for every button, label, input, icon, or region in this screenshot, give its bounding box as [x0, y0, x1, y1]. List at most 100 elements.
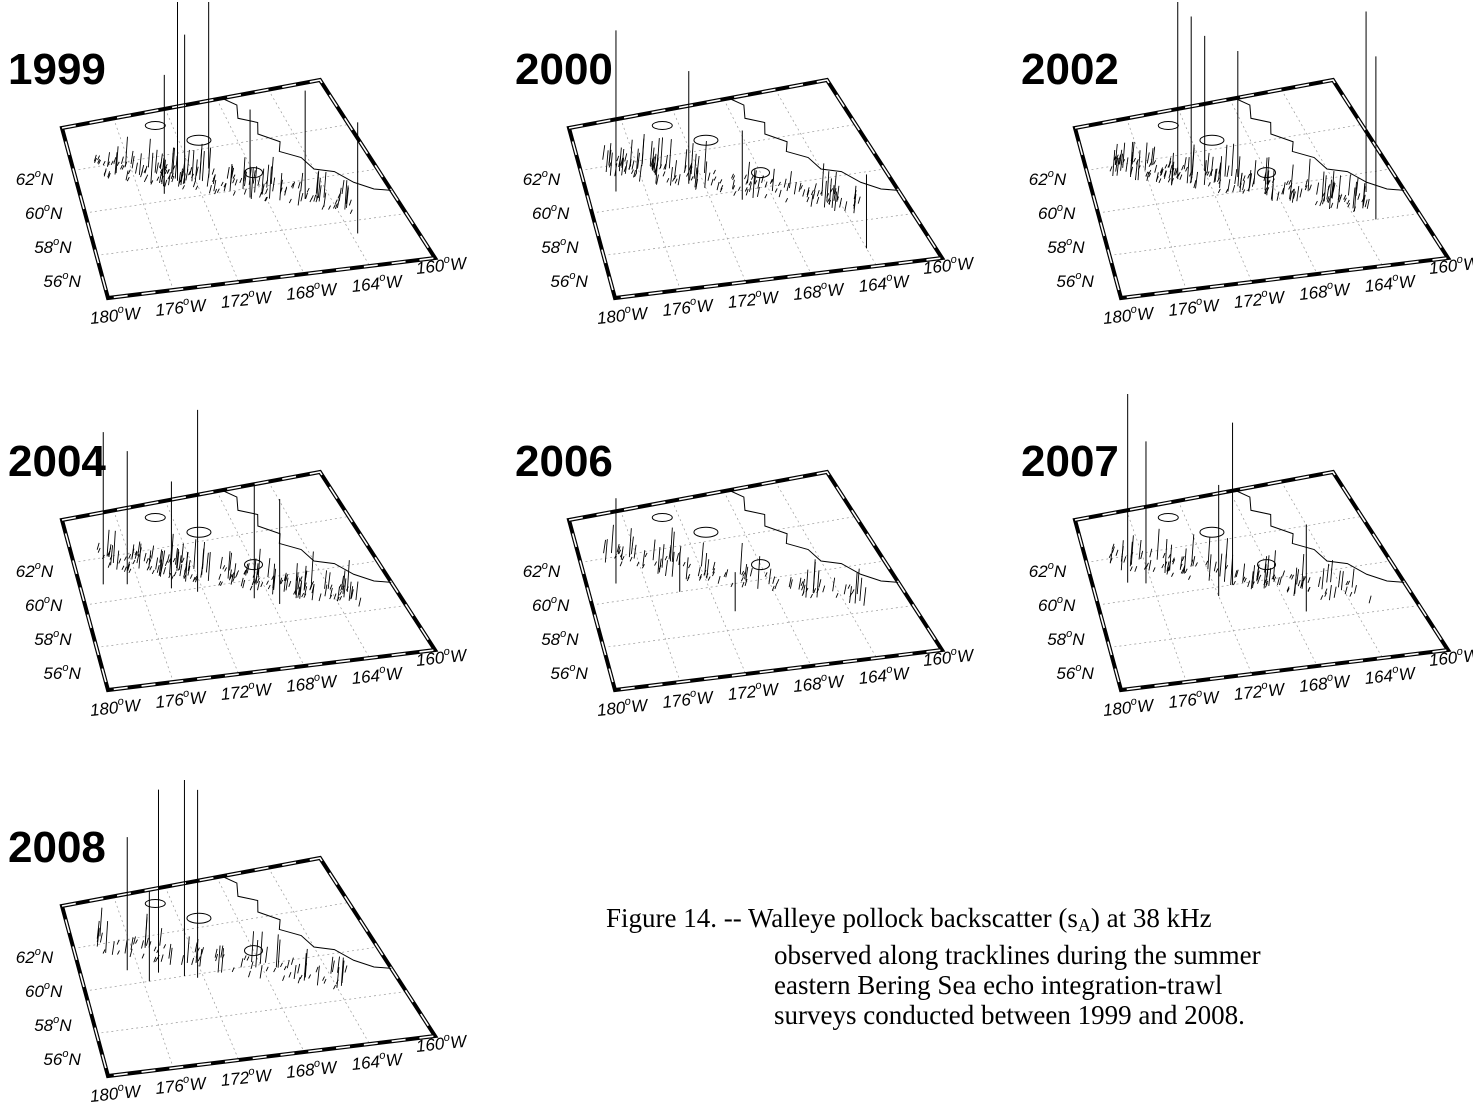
latitude-suffix: N: [1081, 272, 1094, 291]
graticule-parallel: [603, 213, 914, 256]
backscatter-spike: [674, 178, 678, 184]
backscatter-spike: [266, 580, 269, 585]
backscatter-spike: [694, 167, 698, 188]
backscatter-spike: [830, 188, 833, 193]
map-panel-1999: 1999 62oN 60oN 58oN 56oN 180oW 176oW 172oW 168o…: [0, 0, 480, 330]
longitude-label: 176oW: [154, 294, 208, 320]
backscatter-spike: [96, 920, 100, 939]
backscatter-spike: [836, 196, 839, 202]
backscatter-spike: [108, 544, 112, 557]
backscatter-spike: [310, 551, 314, 584]
backscatter-spike: [293, 590, 296, 595]
backscatter-spike: [1223, 553, 1227, 582]
backscatter-spike: [1321, 568, 1325, 590]
backscatter-spike: [186, 149, 190, 172]
graticule-meridian: [723, 99, 812, 275]
longitude-suffix: W: [1333, 672, 1353, 693]
backscatter-spike: [1289, 183, 1292, 200]
backscatter-spike: [324, 570, 328, 589]
backscatter-spike: [153, 946, 157, 952]
backscatter-spike: [1213, 561, 1217, 572]
longitude-suffix: W: [1202, 296, 1222, 317]
latitude-label: 60oN: [25, 980, 63, 1001]
graticule-meridian: [1126, 510, 1187, 683]
backscatter-spike: [333, 593, 337, 600]
longitude-suffix: W: [761, 288, 781, 309]
latitude-label: 60oN: [1038, 594, 1076, 615]
backscatter-spike: [631, 160, 635, 170]
longitude-label: 160oW: [415, 252, 469, 278]
backscatter-spike: [652, 539, 656, 561]
backscatter-spike: [93, 154, 97, 162]
backscatter-spike: [618, 156, 622, 168]
backscatter-spike: [248, 970, 251, 978]
backscatter-spike: [273, 967, 277, 973]
caption-line-3: eastern Bering Sea echo integration-traw…: [774, 970, 1223, 1000]
latitude-suffix: N: [1063, 596, 1076, 615]
island-st-lawrence: [186, 134, 212, 146]
backscatter-spike: [1185, 166, 1188, 172]
backscatter-spike: [651, 147, 655, 170]
backscatter-spike: [118, 558, 122, 564]
backscatter-spike: [324, 584, 328, 597]
backscatter-spike: [333, 984, 336, 990]
backscatter-spike: [143, 177, 147, 183]
degree-mark: o: [1392, 271, 1399, 284]
backscatter-spike: [1171, 152, 1174, 186]
backscatter-spike: [323, 978, 327, 984]
backscatter-spike: [136, 554, 140, 564]
backscatter-spike: [1172, 559, 1176, 565]
map-frame-dashes: [568, 471, 944, 691]
backscatter-spike: [859, 577, 863, 601]
backscatter-spike: [112, 530, 116, 563]
backscatter-spike: [134, 550, 138, 556]
map-panel-2004: 2004 62oN 60oN 58oN 56oN 180oW 176oW 172oW 168o…: [0, 392, 480, 722]
backscatter-spike: [789, 579, 793, 589]
backscatter-spike: [270, 156, 274, 185]
degree-mark: o: [248, 679, 255, 692]
backscatter-spike: [1247, 186, 1251, 191]
backscatter-spike: [123, 556, 127, 561]
backscatter-spike: [1148, 173, 1152, 178]
backscatter-spike: [768, 568, 772, 585]
latitude-suffix: N: [1072, 630, 1085, 649]
map-frame-dashes: [61, 471, 437, 691]
backscatter-spike: [240, 577, 244, 587]
backscatter-spike: [1109, 550, 1113, 564]
longitude-label: 172oW: [1233, 678, 1287, 704]
graticule-parallel: [591, 560, 885, 606]
longitude-label: 172oW: [727, 678, 781, 704]
backscatter-spike: [186, 936, 190, 963]
backscatter-spike: [107, 152, 110, 167]
latitude-label: 58oN: [1047, 628, 1085, 649]
backscatter-spike: [1265, 565, 1269, 578]
backscatter-spike: [173, 571, 177, 577]
backscatter-spike: [1137, 165, 1141, 170]
backscatter-spike: [696, 155, 700, 175]
backscatter-spike: [133, 936, 136, 945]
longitude-label: 160oW: [415, 644, 469, 670]
backscatter-spike: [1242, 175, 1246, 182]
degree-mark: o: [1048, 560, 1054, 572]
backscatter-spike: [772, 576, 776, 584]
backscatter-spike: [1264, 582, 1268, 588]
backscatter-spike: [300, 192, 304, 202]
backscatter-spike: [774, 582, 778, 590]
backscatter-spike: [731, 173, 734, 179]
backscatter-spike: [1247, 580, 1251, 588]
backscatter-spike: [1206, 152, 1210, 173]
backscatter-spike: [259, 965, 263, 979]
backscatter-spike: [776, 578, 780, 584]
longitude-suffix: W: [320, 280, 340, 301]
backscatter-spike: [789, 171, 792, 189]
backscatter-spike: [1133, 157, 1136, 163]
graticule-meridian: [113, 510, 174, 683]
latitude-label: 62oN: [1029, 560, 1067, 581]
island-nunivak: [244, 559, 264, 571]
backscatter-spike: [805, 587, 809, 593]
backscatter-spike: [159, 153, 163, 169]
backscatter-spike: [1344, 197, 1347, 203]
backscatter-spike: [1191, 144, 1195, 174]
backscatter-spike: [128, 554, 132, 559]
latitude-suffix: N: [50, 204, 63, 223]
